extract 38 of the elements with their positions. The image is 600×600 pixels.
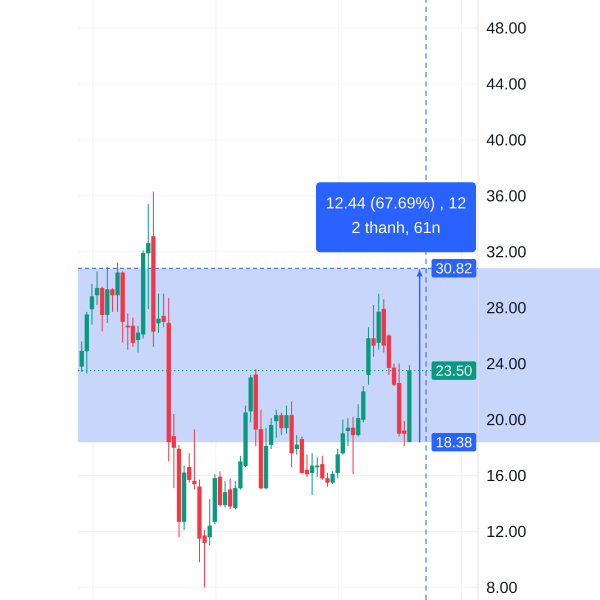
annotation: 2 thanh, 61n (352, 221, 440, 236)
candlestick (192, 428, 196, 490)
annotation: 12.44 (67.69%) , 12 (326, 196, 466, 212)
ref-line-label: 23.50 (436, 365, 472, 376)
y-tick-label: 12.00 (487, 526, 526, 538)
y-tick-label: 36.00 (486, 190, 526, 202)
candlestick (228, 478, 232, 510)
candlestick (340, 419, 345, 456)
candlestick (222, 480, 228, 508)
candlestick (187, 452, 192, 484)
band-label: 18.38 (436, 437, 472, 448)
y-tick-label: 28.00 (487, 302, 526, 314)
y-tick-label: 32.00 (486, 246, 526, 258)
candlestick (279, 412, 284, 436)
candlestick (156, 293, 161, 334)
y-tick-label: 16.00 (487, 470, 526, 482)
candlestick (330, 470, 335, 484)
ref-line-label: 30.82 (436, 263, 472, 274)
candlestick (94, 270, 100, 306)
candlestick (350, 416, 356, 475)
candlestick (294, 434, 299, 456)
candlestick (336, 448, 340, 479)
candlestick (90, 283, 94, 325)
candlestick (346, 418, 350, 447)
candlestick (284, 405, 289, 434)
y-tick-label: 44.00 (486, 78, 526, 90)
candlestick (110, 288, 115, 312)
candlestick (371, 304, 376, 358)
y-tick-label: 8.00 (486, 582, 517, 594)
candlestick (274, 409, 278, 438)
candlestick (115, 262, 120, 312)
y-tick-label: 40.00 (486, 134, 526, 146)
y-tick-label: 24.00 (487, 358, 526, 370)
candlestick (269, 418, 274, 450)
candlestick (161, 293, 166, 328)
y-tick-label: 20.00 (487, 414, 526, 426)
candlestick (208, 498, 212, 546)
y-tick-label: 48.00 (486, 22, 526, 34)
